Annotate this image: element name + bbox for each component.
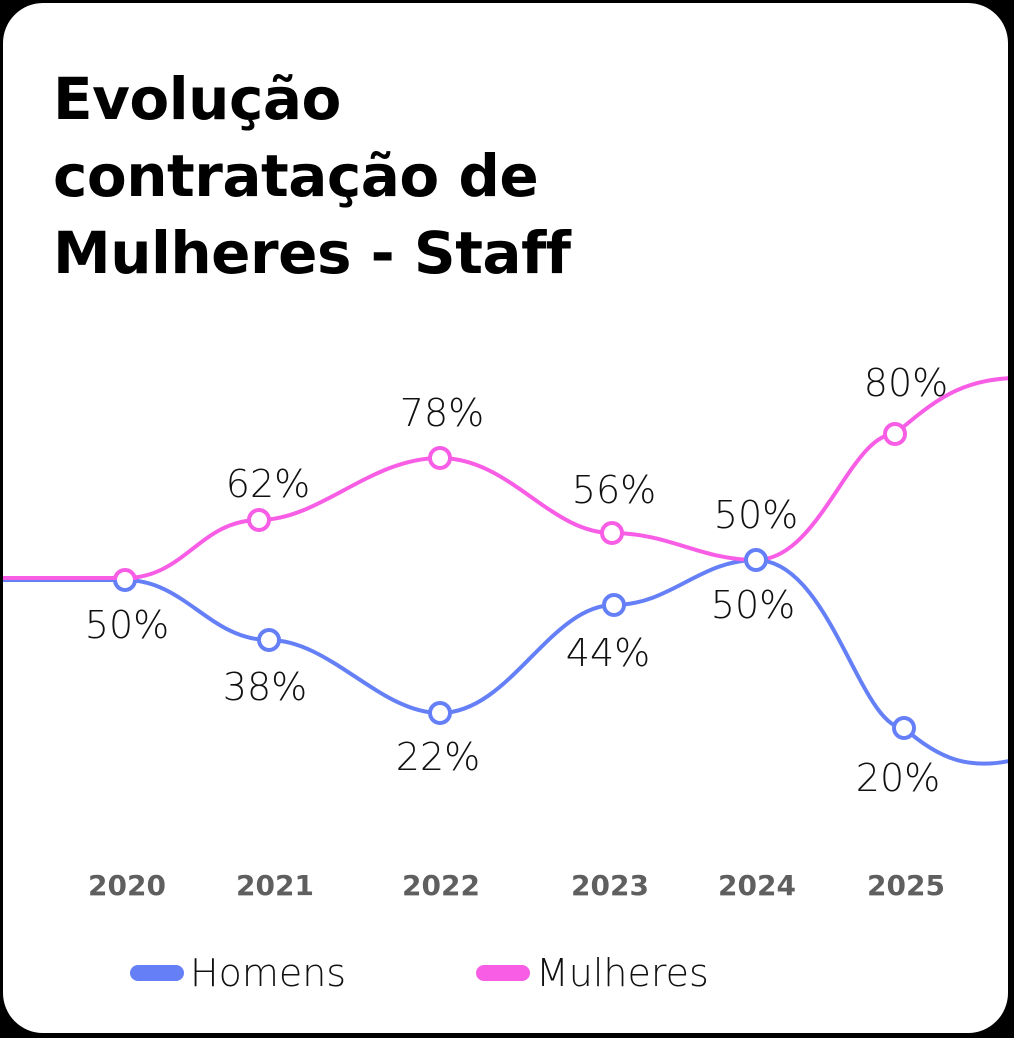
legend-item-mulheres[interactable]: Mulheres [476,951,709,995]
shared-point-2020[interactable] [113,568,137,592]
mulheres-point-2021[interactable] [247,508,271,532]
x-tick-2024: 2024 [718,869,796,902]
mulheres-point-2023[interactable] [600,521,624,545]
x-tick-2022: 2022 [402,869,480,902]
legend-label-homens: Homens [190,951,347,995]
legend-item-homens[interactable]: Homens [130,951,346,995]
mulheres-line [3,376,1008,580]
mulheres-swatch-icon [476,965,530,981]
homens-label-2023: 44% [566,631,650,675]
mulheres-label-2023: 56% [572,468,656,512]
x-tick-2023: 2023 [571,869,649,902]
mulheres-point-2022[interactable] [428,446,452,470]
homens-line [3,557,1008,766]
homens-label-2021: 38% [223,665,307,709]
x-tick-2025: 2025 [867,869,945,902]
mulheres-label-2021: 62% [226,462,310,506]
title-line-3: Mulheres - Staff [53,219,571,287]
x-tick-2021: 2021 [236,869,314,902]
mulheres-point-2025[interactable] [883,422,907,446]
homens-swatch-icon [130,965,184,981]
homens-point-2024[interactable] [744,548,768,572]
title-line-2: contratação de [53,142,539,210]
title-line-1: Evolução [53,65,341,133]
homens-point-2023[interactable] [602,593,626,617]
x-tick-2020: 2020 [88,869,166,902]
homens-point-2021[interactable] [257,628,281,652]
homens-label-2022: 22% [396,735,480,779]
chart-card: Evolução contratação de Mulheres - Staff… [3,3,1008,1033]
legend-label-mulheres: Mulheres [536,951,709,995]
mulheres-label-2022: 78% [400,391,484,435]
chart-title: Evolução contratação de Mulheres - Staff [53,61,571,292]
homens-point-2025[interactable] [892,716,916,740]
homens-label-2024: 50% [711,583,795,627]
mulheres-label-2025: 80% [864,361,948,405]
mulheres-label-2024: 50% [714,493,798,537]
homens-label-2020: 50% [85,603,169,647]
line-chart: 62% 78% 56% 50% 80% 50% 38% 22% 44% 50% … [3,361,1008,902]
homens-point-2022[interactable] [428,701,452,725]
homens-label-2025: 20% [856,756,940,800]
